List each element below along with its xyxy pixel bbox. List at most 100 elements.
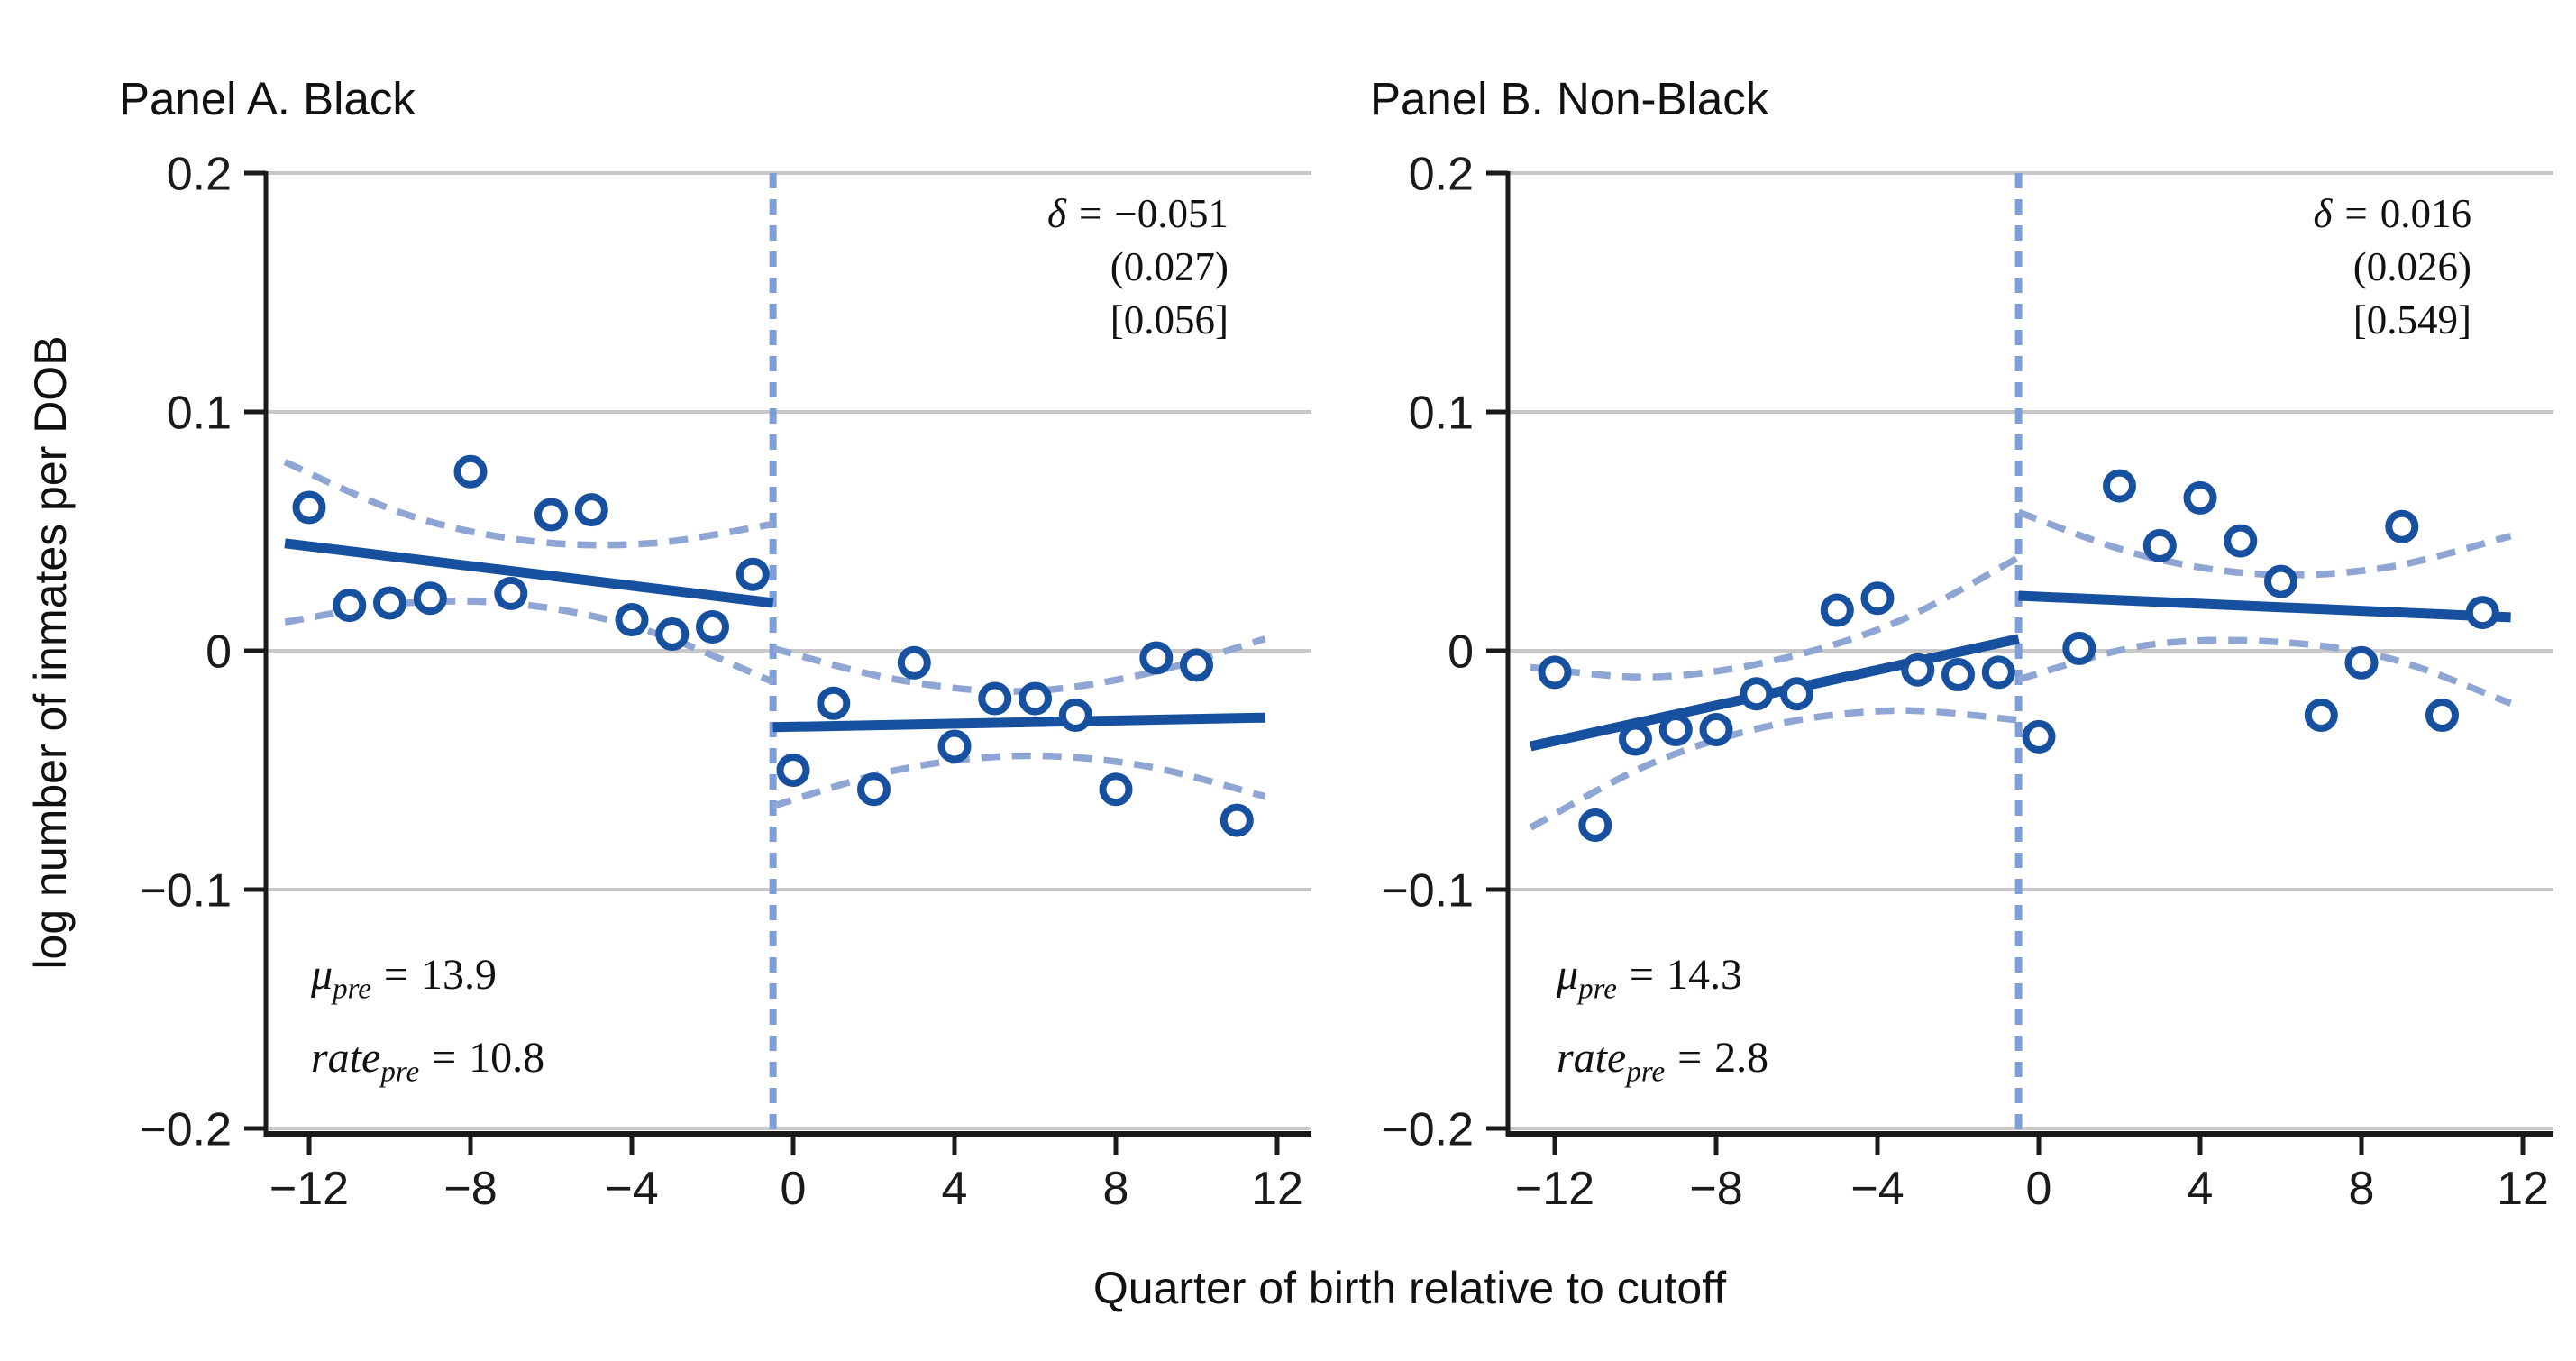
post-ci-upper [2017, 508, 2512, 579]
pre-period-stats-panel-a: μpre = 13.9 ratepre = 10.8 [311, 934, 544, 1100]
delta-annotation-panel-b: δ = 0.016 (0.026) [0.549] [2313, 187, 2471, 347]
post-data-point [897, 645, 931, 680]
pre-ci-lower [284, 598, 775, 685]
x-tick-label: 0 [781, 1163, 807, 1215]
pre-data-point [413, 581, 447, 616]
pre-data-point [1619, 722, 1652, 756]
rate-pre-stat: ratepre = 2.8 [1557, 1034, 1769, 1089]
pre-data-point [373, 586, 406, 620]
y-tick-label: 0 [206, 626, 232, 679]
post-data-point [2425, 699, 2459, 732]
x-tick-label: 0 [2026, 1163, 2052, 1215]
y-tick-label: 0.1 [167, 388, 232, 440]
x-tick-label: 8 [1103, 1163, 1129, 1215]
pre-ci-upper [1530, 554, 2021, 680]
pre-data-point [453, 454, 488, 489]
x-tick-label: −12 [1515, 1163, 1594, 1215]
pre-ci-upper [283, 459, 774, 549]
post-data-point [2183, 480, 2217, 515]
y-tick-label: −0.2 [139, 1104, 232, 1156]
x-tick-label: −12 [269, 1163, 349, 1215]
post-data-point [2385, 509, 2419, 543]
pre-data-point [1699, 713, 1733, 746]
panel-a-plot: 0.2 0.1 0 −0.1 −0.2 −12 −8 −4 0 4 8 12 [139, 149, 1311, 1215]
panel-b-plot: 0.2 0.1 0 −0.1 −0.2 −12 −8 −4 0 4 8 12 [1381, 149, 2553, 1215]
pre-fit-line [1530, 634, 2020, 752]
post-data-point [1180, 648, 1213, 682]
pre-data-point [1658, 713, 1693, 746]
post-fit-line [772, 712, 1265, 733]
delta-p-value: [0.056] [1110, 297, 1229, 343]
post-data-point [2465, 596, 2499, 630]
x-axis-label: Quarter of birth relative to cutoff [1092, 1263, 1727, 1313]
x-tick-label: −4 [1850, 1163, 1904, 1215]
pre-data-point [1578, 808, 1612, 842]
pre-data-point [1740, 677, 1774, 711]
panel-b-title: Panel B. Non-Black [1370, 73, 1769, 124]
mu-pre-stat: μpre = 13.9 [311, 951, 497, 1006]
post-data-point [937, 729, 972, 763]
pre-data-point [1780, 677, 1813, 711]
y-tick-label: 0.1 [1409, 388, 1474, 440]
post-data-point [857, 772, 891, 807]
pre-data-point [615, 603, 649, 636]
post-data-point [2344, 645, 2379, 680]
pre-data-point [735, 557, 770, 591]
delta-estimate: δ = 0.016 [2313, 191, 2471, 236]
pre-period-stats-panel-b: μpre = 14.3 ratepre = 2.8 [1557, 934, 1768, 1100]
post-ci-upper [772, 635, 1266, 695]
delta-estimate: δ = −0.051 [1047, 191, 1229, 236]
post-data-point [1219, 803, 1254, 837]
pre-fit-line [284, 538, 774, 608]
pre-data-point [655, 617, 690, 651]
pre-data-point [292, 490, 326, 525]
y-tick-label: −0.2 [1381, 1104, 1474, 1156]
x-tick-label: 4 [942, 1163, 968, 1215]
pre-data-point [1860, 581, 1895, 616]
x-tick-label: −8 [443, 1163, 497, 1215]
panel-a-title: Panel A. Black [119, 73, 416, 124]
rate-pre-stat: ratepre = 10.8 [311, 1034, 545, 1089]
post-data-point [1099, 772, 1133, 807]
y-tick-label: 0.2 [1409, 149, 1474, 201]
delta-annotation-panel-a: δ = −0.051 (0.027) [0.056] [1047, 187, 1229, 347]
pre-data-point [574, 493, 608, 527]
post-data-point [776, 754, 810, 787]
y-axis-label: log number of inmates per DOB [25, 335, 76, 970]
pre-data-point [696, 610, 729, 644]
mu-pre-stat: μpre = 14.3 [1557, 951, 1742, 1006]
x-tick-label: 4 [2188, 1163, 2214, 1215]
x-tick-label: −8 [1689, 1163, 1742, 1215]
delta-std-error: (0.027) [1110, 244, 1229, 289]
post-data-point [1139, 641, 1174, 675]
pre-data-point [534, 498, 568, 532]
pre-data-point [333, 589, 367, 623]
post-data-point [2224, 524, 2258, 558]
post-data-point [2142, 528, 2177, 562]
x-tick-label: −4 [605, 1163, 658, 1215]
post-fit-line [2018, 590, 2511, 623]
pre-data-point [494, 576, 528, 610]
post-data-point [978, 681, 1012, 716]
y-tick-label: −0.1 [139, 865, 232, 918]
x-tick-label: 12 [2497, 1163, 2549, 1215]
x-tick-label: 8 [2349, 1163, 2375, 1215]
post-data-point [817, 686, 851, 720]
post-data-point [2103, 469, 2136, 503]
post-ci-lower [2017, 636, 2512, 707]
y-tick-label: 0 [1448, 626, 1474, 679]
pre-data-point [1538, 655, 1572, 690]
post-data-point [1019, 681, 1052, 716]
post-ci-lower [772, 752, 1266, 809]
x-tick-label: 12 [1251, 1163, 1303, 1215]
post-data-point [2022, 719, 2056, 754]
delta-std-error: (0.026) [2352, 244, 2471, 289]
delta-p-value: [0.549] [2352, 297, 2471, 343]
pre-data-point [1941, 658, 1975, 691]
y-tick-label: 0.2 [167, 149, 232, 201]
post-data-point [2062, 631, 2096, 665]
post-data-point [1058, 699, 1092, 732]
pre-data-point [1901, 653, 1935, 687]
post-data-point [2304, 699, 2338, 732]
